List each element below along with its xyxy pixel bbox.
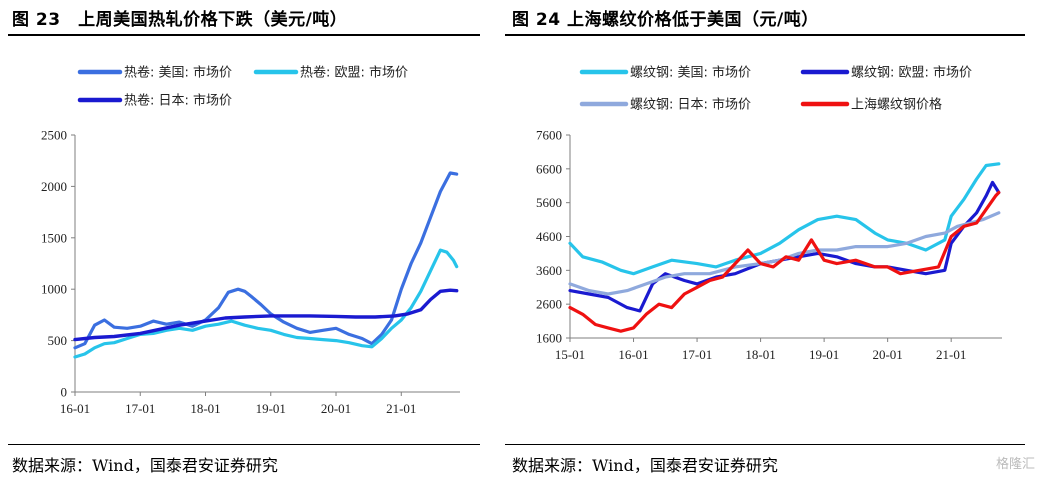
y-tick-label: 500 xyxy=(48,333,68,348)
series-line xyxy=(568,180,1001,313)
y-tick-label: 3600 xyxy=(536,263,562,278)
x-tick-label: 18-01 xyxy=(190,401,220,416)
series-line xyxy=(568,190,1001,333)
x-tick-label: 16-01 xyxy=(60,401,90,416)
legend-label: 螺纹钢: 日本: 市场价 xyxy=(630,97,751,113)
watermark-logo: 格隆汇 xyxy=(995,457,1035,472)
legend-label: 热卷: 日本: 市场价 xyxy=(124,93,232,109)
x-tick-label: 18-01 xyxy=(745,347,775,362)
y-tick-label: 2000 xyxy=(41,179,67,194)
y-tick-label: 2600 xyxy=(536,297,562,312)
y-tick-label: 5600 xyxy=(536,195,562,210)
source-divider xyxy=(8,444,480,445)
x-tick-label: 21-01 xyxy=(386,401,416,416)
title-divider xyxy=(8,34,480,36)
y-tick-label: 7600 xyxy=(536,128,562,143)
legend-label: 上海螺纹钢价格 xyxy=(851,97,942,113)
y-tick-label: 2500 xyxy=(41,128,67,143)
x-tick-label: 19-01 xyxy=(809,347,839,362)
legend-label: 螺纹钢: 欧盟: 市场价 xyxy=(851,65,972,81)
title-divider xyxy=(505,34,1025,36)
rebar-price-chart: 1600 2600 3600 4600 5600 6600 7600 15-01 16-01 17… xyxy=(536,65,1002,362)
series-line xyxy=(568,162,1001,276)
y-tick-label: 1600 xyxy=(536,331,562,346)
chart-title: 图 23 上周美国热轧价格下跌（美元/吨） xyxy=(12,10,348,30)
x-tick-label: 16-01 xyxy=(618,347,648,362)
hot-rolled-price-chart: 0 500 1000 1500 2000 2500 16-01 17-01 18-01 19-01… xyxy=(41,65,460,416)
x-tick-label: 15-01 xyxy=(555,347,585,362)
y-tick-label: 1000 xyxy=(41,282,67,297)
chart-panel-hot-rolled: 图 23 上周美国热轧价格下跌（美元/吨） 0 500 1000 1500 2000 25… xyxy=(0,0,492,480)
legend-label: 螺纹钢: 美国: 市场价 xyxy=(630,65,751,81)
x-tick-label: 21-01 xyxy=(936,347,966,362)
series-line xyxy=(73,288,459,342)
y-tick-label: 6600 xyxy=(536,161,562,176)
x-tick-label: 19-01 xyxy=(256,401,286,416)
x-tick-label: 20-01 xyxy=(872,347,902,362)
data-source-note: 数据来源：Wind，国泰君安证券研究 xyxy=(12,456,278,475)
series-line xyxy=(73,171,459,350)
series-line xyxy=(73,248,459,359)
x-tick-label: 17-01 xyxy=(125,401,155,416)
x-tick-label: 17-01 xyxy=(682,347,712,362)
y-tick-label: 1500 xyxy=(41,230,67,245)
chart-panel-rebar: 图 24 上海螺纹价格低于美国（元/吨） 1600 2600 3600 4600 560… xyxy=(500,0,1043,480)
y-tick-label: 0 xyxy=(61,385,68,400)
data-source-note: 数据来源：Wind，国泰君安证券研究 xyxy=(512,456,778,475)
legend-label: 热卷: 欧盟: 市场价 xyxy=(300,65,408,81)
legend-label: 热卷: 美国: 市场价 xyxy=(124,65,232,81)
source-divider xyxy=(505,444,1025,445)
series-line xyxy=(568,211,1001,296)
chart-title: 图 24 上海螺纹价格低于美国（元/吨） xyxy=(512,10,819,30)
x-tick-label: 20-01 xyxy=(321,401,351,416)
y-tick-label: 4600 xyxy=(536,229,562,244)
